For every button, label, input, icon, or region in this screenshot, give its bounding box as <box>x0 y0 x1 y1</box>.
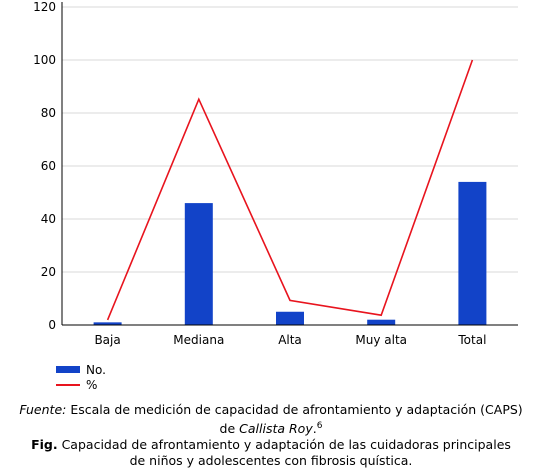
fig-line-1: Fig. Capacidad de afrontamiento y adapta… <box>0 437 542 453</box>
source-prefix: de <box>219 421 240 437</box>
legend-item-line: % <box>56 377 106 392</box>
source-author: Callista Roy <box>239 421 313 437</box>
legend-label-bar: No. <box>86 362 106 377</box>
line-series-percent <box>106 59 474 321</box>
chart: 0 20 40 60 80 100 120 Baja Mediana Alta Muy alta To… <box>33 0 518 347</box>
bar-2 <box>276 311 304 325</box>
y-tick-label-1: 20 <box>41 265 56 279</box>
fig-text-2: de niños y adolescentes con fibrosis quí… <box>129 453 413 469</box>
y-tick-label-6: 120 <box>33 0 56 14</box>
bar-1 <box>184 203 213 325</box>
y-tick-label-3: 60 <box>41 159 56 173</box>
source-ref: 6 <box>316 421 323 431</box>
source-line-1: Fuente: Escala de medición de capacidad … <box>0 402 542 418</box>
y-tick-label-5: 100 <box>33 53 56 67</box>
legend-item-bar: No. <box>56 362 106 377</box>
legend-label-line: % <box>86 377 98 392</box>
x-tick-label-2: Alta <box>278 333 302 347</box>
source-line-2: de Callista Roy.6 <box>0 418 542 437</box>
source-text: Escala de medición de capacidad de afron… <box>66 402 523 417</box>
bar-0 <box>93 322 122 325</box>
bar-4 <box>458 181 487 325</box>
y-tick-label-4: 80 <box>41 106 56 120</box>
x-tick-label-3: Muy alta <box>355 333 407 347</box>
legend-swatch-line <box>56 383 80 386</box>
fig-text: Capacidad de afrontamiento y adaptación … <box>57 437 511 453</box>
x-tick-label-1: Mediana <box>173 333 224 347</box>
fig-label: Fig. <box>31 437 58 453</box>
fig-line-2: de niños y adolescentes con fibrosis quí… <box>0 453 542 469</box>
x-tick-label-4: Total <box>457 333 486 347</box>
source-label: Fuente: <box>19 402 67 417</box>
y-tick-label-0: 0 <box>48 318 56 332</box>
legend: No. % <box>56 362 106 392</box>
bar-3 <box>367 319 396 325</box>
legend-swatch-bar <box>56 366 80 373</box>
source-suffix: . <box>312 421 317 437</box>
figure-caption: Fuente: Escala de medición de capacidad … <box>0 402 542 469</box>
y-tick-label-2: 40 <box>41 212 56 226</box>
x-tick-label-0: Baja <box>94 333 120 347</box>
